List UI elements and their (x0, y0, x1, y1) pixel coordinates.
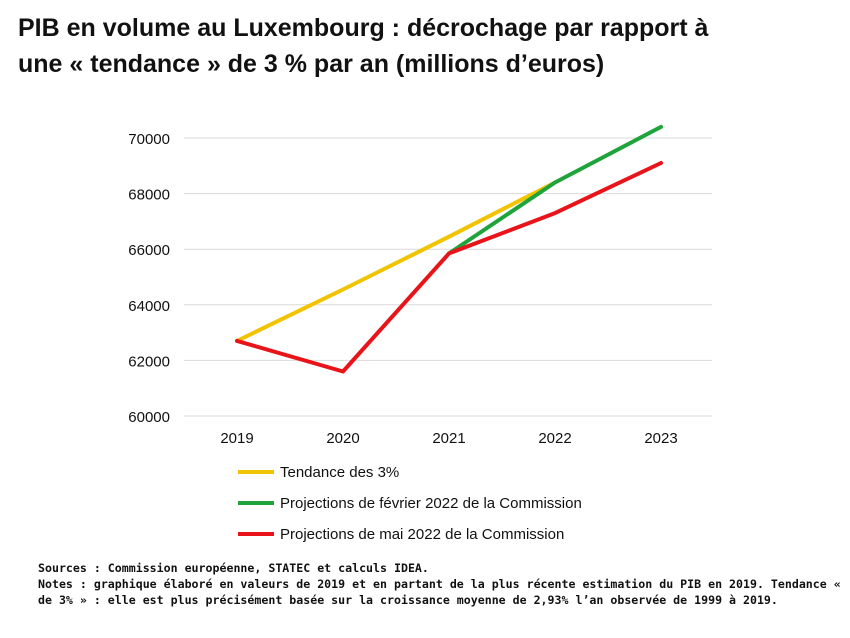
series-line-projections-de-fevrier-2022-de-la-commission (447, 124, 663, 256)
x-tick-label: 2019 (220, 430, 253, 447)
legend: Tendance des 3% Projections de février 20… (238, 464, 582, 543)
x-axis-ticks: 2019 2020 2021 2022 2023 (220, 430, 677, 447)
series-lines (235, 124, 663, 374)
chart-title-line-1: PIB en volume au Luxembourg : décrochage… (18, 14, 709, 42)
y-axis-ticks: 60000 62000 64000 66000 68000 70000 (128, 131, 170, 426)
chart-title-line-2: une « tendance » de 3 % par an (millions… (18, 50, 605, 78)
y-tick-label: 66000 (128, 242, 170, 259)
x-tick-label: 2021 (432, 430, 465, 447)
footer-notes: Sources : Commission européenne, STATEC … (38, 560, 841, 608)
sources-note: Sources : Commission européenne, STATEC … (38, 561, 429, 575)
x-tick-label: 2020 (326, 430, 359, 447)
y-tick-label: 70000 (128, 131, 170, 148)
legend-label: Projections de février 2022 de la Commis… (280, 495, 582, 512)
gridlines (184, 137, 712, 417)
series-line-tendance-des-3 (235, 180, 557, 343)
chart-title: PIB en volume au Luxembourg : décrochage… (18, 10, 838, 82)
y-tick-label: 68000 (128, 187, 170, 204)
legend-label: Tendance des 3% (280, 464, 399, 481)
notes-line-2: de 3% » : elle est plus précisément basé… (38, 593, 778, 607)
legend-label: Projections de mai 2022 de la Commission (280, 526, 564, 543)
x-tick-label: 2022 (538, 430, 571, 447)
y-tick-label: 60000 (128, 409, 170, 426)
series-line-projections-de-mai-2022-de-la-commission (235, 161, 663, 374)
y-tick-label: 62000 (128, 353, 170, 370)
notes-line-1: Notes : graphique élaboré en valeurs de … (38, 577, 841, 591)
x-tick-label: 2023 (644, 430, 677, 447)
y-tick-label: 64000 (128, 298, 170, 315)
